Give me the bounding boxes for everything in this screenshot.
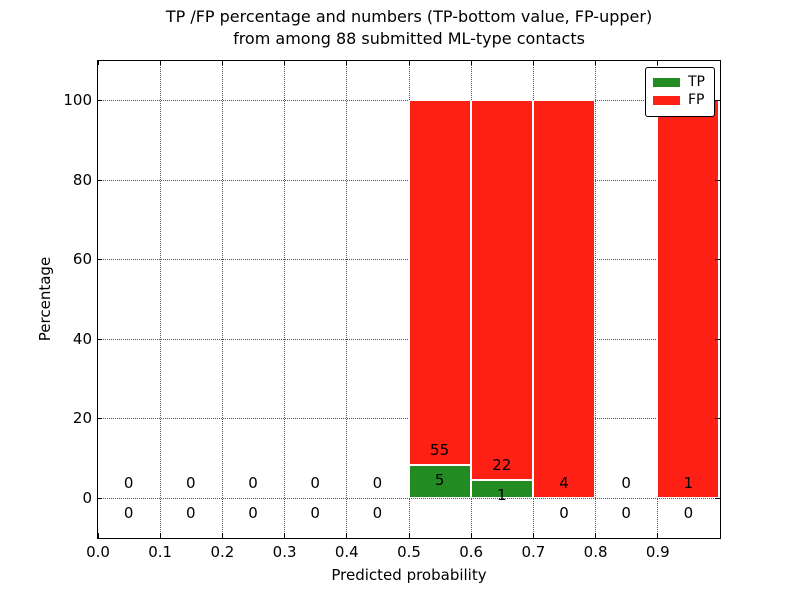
x-axis-title: Predicted probability <box>331 566 487 584</box>
y-tickmark-right <box>715 418 720 420</box>
x-tickmark-top <box>532 60 535 65</box>
legend-row-fp: FP <box>653 92 707 109</box>
gridline-x-0.3 <box>284 60 286 538</box>
x-tickmark-bottom <box>657 533 659 538</box>
y-tickmark-right <box>715 179 720 181</box>
tp-count-label-0.2: 0 <box>248 503 258 522</box>
y-tick-label-60: 60 <box>72 250 92 269</box>
gridline-x-0.8 <box>595 60 597 538</box>
x-tickmark-bottom <box>346 533 348 538</box>
x-tick-label-0.1: 0.1 <box>148 543 173 561</box>
bar-fp-0.9 <box>657 100 720 498</box>
x-tick-label-0.6: 0.6 <box>459 543 484 561</box>
fp-count-label-0.1: 0 <box>186 473 196 492</box>
tp-count-label-0.3: 0 <box>310 503 320 522</box>
x-tick-label-0.4: 0.4 <box>334 543 359 561</box>
x-tick-label-0.5: 0.5 <box>397 543 421 561</box>
tp-count-label-0.6: 1 <box>497 486 507 505</box>
x-tickmark-top <box>159 60 161 65</box>
tp-count-label-0.8: 0 <box>621 503 631 522</box>
bar-fp-0.5 <box>408 100 471 465</box>
y-tickmark-left <box>97 259 102 261</box>
y-tick-label-80: 80 <box>72 170 92 189</box>
bar-fp-0.7 <box>532 100 596 498</box>
tp-count-label-0.1: 0 <box>186 503 196 522</box>
legend: TP FP <box>645 67 715 117</box>
plot-area: 0 0 0 0 0 0 0 0 0 0 55 5 22 1 4 0 0 0 1 0 <box>97 60 720 538</box>
y-tick-label-0: 0 <box>82 488 92 507</box>
tp-count-label-0: 0 <box>123 503 134 522</box>
x-tickmark-top <box>97 60 99 65</box>
y-tick-label-100: 100 <box>63 91 92 110</box>
legend-row-tp: TP <box>653 74 707 91</box>
x-tickmark-top <box>470 60 472 65</box>
fp-count-label-0.8: 0 <box>621 473 631 492</box>
bar-tp-0.6 <box>470 480 533 498</box>
x-tickmark-top <box>408 60 410 65</box>
tp-count-label-0.5: 5 <box>434 470 445 489</box>
fp-count-label-0.3: 0 <box>310 473 320 492</box>
y-tickmark-left <box>97 418 102 420</box>
y-tickmark-left <box>97 338 102 340</box>
fp-count-label-0.7: 4 <box>559 473 569 492</box>
tp-color-swatch <box>653 78 680 87</box>
y-tickmark-left <box>97 497 102 499</box>
y-tick-label-40: 40 <box>72 329 92 348</box>
x-tickmark-bottom <box>97 533 99 538</box>
fp-count-label-0.6: 22 <box>492 456 512 475</box>
chart-title-line2: from among 88 submitted ML-type contacts <box>233 29 585 48</box>
gridline-x-0.4 <box>346 60 348 538</box>
x-tickmark-bottom <box>408 533 410 538</box>
y-tickmark-right <box>715 100 720 102</box>
y-tick-label-20: 20 <box>72 409 92 428</box>
y-tickmark-left <box>97 100 102 102</box>
gridline-x-0.1 <box>159 60 161 538</box>
fp-count-label-0.5: 55 <box>430 440 450 459</box>
x-tick-label-0.2: 0.2 <box>210 543 235 561</box>
bar-tp-0.5 <box>408 464 471 498</box>
x-tickmark-bottom <box>532 533 535 538</box>
gridline-x-0.2 <box>221 60 223 538</box>
fp-count-label-0.4: 0 <box>372 473 383 492</box>
tp-count-label-0.4: 0 <box>372 503 383 522</box>
x-tick-label-0.0: 0.0 <box>86 543 110 561</box>
tp-count-label-0.7: 0 <box>559 503 569 522</box>
chart-title: TP /FP percentage and numbers (TP-bottom… <box>98 6 720 50</box>
y-tickmark-left <box>97 179 102 181</box>
legend-label-tp: TP <box>688 74 705 90</box>
y-tickmark-right <box>715 497 720 499</box>
y-tickmark-right <box>715 338 720 340</box>
legend-label-fp: FP <box>688 92 705 108</box>
x-tick-label-0.9: 0.9 <box>645 543 670 561</box>
x-tickmark-top <box>221 60 224 65</box>
x-tickmark-top <box>284 60 286 65</box>
fp-count-label-0: 0 <box>123 473 134 492</box>
plot-frame: 0 0 0 0 0 0 0 0 0 0 55 5 22 1 4 0 0 0 1 0 <box>96 59 721 539</box>
x-tick-label-0.8: 0.8 <box>583 543 608 561</box>
x-tickmark-bottom <box>221 533 224 538</box>
x-tick-label-0.7: 0.7 <box>521 543 546 561</box>
fp-count-label-0.9: 1 <box>683 473 694 492</box>
x-tick-label-0.3: 0.3 <box>272 543 297 561</box>
x-tickmark-top <box>657 60 659 65</box>
x-tickmark-bottom <box>159 533 161 538</box>
x-tickmark-top <box>346 60 348 65</box>
x-tickmark-bottom <box>284 533 286 538</box>
x-tickmark-bottom <box>470 533 472 538</box>
chart-title-line1: TP /FP percentage and numbers (TP-bottom… <box>165 7 653 26</box>
fp-color-swatch <box>653 96 680 105</box>
bar-fp-0.6 <box>470 100 533 481</box>
tp-count-label-0.9: 0 <box>683 503 694 522</box>
fp-count-label-0.2: 0 <box>248 473 258 492</box>
y-tickmark-right <box>715 259 720 261</box>
x-tickmark-top <box>595 60 597 65</box>
y-axis-title: Percentage <box>36 256 54 342</box>
x-tickmark-bottom <box>595 533 597 538</box>
